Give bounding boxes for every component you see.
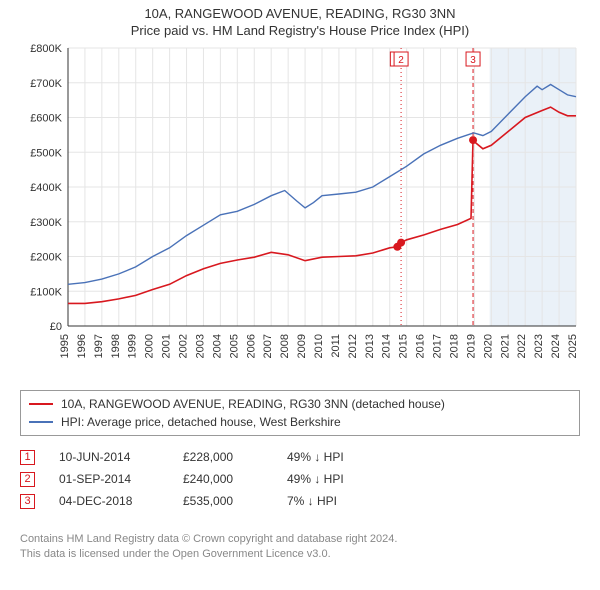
event-price: £535,000 — [183, 494, 263, 508]
x-tick-label: 2009 — [296, 334, 308, 358]
attribution-line-2: This data is licensed under the Open Gov… — [20, 547, 580, 562]
title-line-2: Price paid vs. HM Land Registry's House … — [4, 23, 596, 38]
event-point — [397, 239, 405, 247]
event-date: 04-DEC-2018 — [59, 494, 159, 508]
x-tick-label: 2017 — [432, 334, 444, 358]
attribution-line-1: Contains HM Land Registry data © Crown c… — [20, 532, 580, 547]
x-tick-label: 2021 — [499, 334, 511, 358]
x-tick-label: 2013 — [364, 334, 376, 358]
event-marker-box: 1 — [20, 450, 35, 465]
legend-swatch — [29, 421, 53, 423]
y-tick-label: £500K — [30, 147, 62, 159]
attribution: Contains HM Land Registry data © Crown c… — [20, 532, 580, 562]
y-tick-label: £700K — [30, 78, 62, 90]
legend-row: HPI: Average price, detached house, West… — [29, 413, 571, 431]
y-tick-label: £400K — [30, 182, 62, 194]
y-tick-label: £100K — [30, 286, 62, 298]
x-tick-label: 2025 — [567, 334, 579, 358]
x-tick-label: 2005 — [228, 334, 240, 358]
x-tick-label: 2022 — [516, 334, 528, 358]
y-tick-label: £800K — [30, 44, 62, 55]
event-delta: 7% ↓ HPI — [287, 494, 387, 508]
x-tick-label: 1995 — [59, 334, 71, 358]
event-table: 1 10-JUN-2014 £228,000 49% ↓ HPI 2 01-SEP-201… — [20, 446, 580, 512]
legend-label: HPI: Average price, detached house, West… — [61, 415, 341, 429]
legend: 10A, RANGEWOOD AVENUE, READING, RG30 3NN… — [20, 390, 580, 436]
x-tick-label: 2001 — [161, 334, 173, 358]
x-tick-label: 2015 — [398, 334, 410, 358]
x-tick-label: 1997 — [93, 334, 105, 358]
x-tick-label: 2003 — [194, 334, 206, 358]
x-tick-label: 2002 — [178, 334, 190, 358]
event-date: 10-JUN-2014 — [59, 450, 159, 464]
event-callout-number: 3 — [470, 55, 476, 66]
event-delta: 49% ↓ HPI — [287, 450, 387, 464]
y-tick-label: £200K — [30, 252, 62, 264]
event-row: 2 01-SEP-2014 £240,000 49% ↓ HPI — [20, 468, 580, 490]
x-tick-label: 2023 — [533, 334, 545, 358]
legend-row: 10A, RANGEWOOD AVENUE, READING, RG30 3NN… — [29, 395, 571, 413]
event-point — [469, 136, 477, 144]
y-tick-label: £300K — [30, 217, 62, 229]
x-tick-label: 2004 — [211, 334, 223, 358]
x-tick-label: 2024 — [550, 334, 562, 358]
event-row: 1 10-JUN-2014 £228,000 49% ↓ HPI — [20, 446, 580, 468]
event-price: £240,000 — [183, 472, 263, 486]
event-marker-box: 3 — [20, 494, 35, 509]
event-marker-box: 2 — [20, 472, 35, 487]
event-row: 3 04-DEC-2018 £535,000 7% ↓ HPI — [20, 490, 580, 512]
x-tick-label: 2014 — [381, 334, 393, 358]
y-tick-label: £600K — [30, 113, 62, 125]
x-tick-label: 2016 — [415, 334, 427, 358]
x-tick-label: 2011 — [330, 334, 342, 358]
event-callout-number: 2 — [398, 55, 404, 66]
event-date: 01-SEP-2014 — [59, 472, 159, 486]
x-tick-label: 2010 — [313, 334, 325, 358]
title-line-1: 10A, RANGEWOOD AVENUE, READING, RG30 3NN — [4, 6, 596, 21]
x-tick-label: 1998 — [110, 334, 122, 358]
x-tick-label: 1996 — [76, 334, 88, 358]
x-tick-label: 2000 — [144, 334, 156, 358]
x-tick-label: 2019 — [465, 334, 477, 358]
x-tick-label: 2020 — [482, 334, 494, 358]
chart-svg: £0 £100K £200K £300K £400K £500K £600K £700K £80… — [20, 44, 580, 384]
event-price: £228,000 — [183, 450, 263, 464]
legend-label: 10A, RANGEWOOD AVENUE, READING, RG30 3NN… — [61, 397, 445, 411]
y-tick-label: £0 — [50, 321, 62, 333]
x-tick-label: 2007 — [262, 334, 274, 358]
event-delta: 49% ↓ HPI — [287, 472, 387, 486]
legend-swatch — [29, 403, 53, 405]
x-tick-label: 2006 — [245, 334, 257, 358]
x-tick-label: 2012 — [347, 334, 359, 358]
chart: £0 £100K £200K £300K £400K £500K £600K £700K £80… — [20, 44, 580, 384]
x-tick-label: 2018 — [448, 334, 460, 358]
chart-titles: 10A, RANGEWOOD AVENUE, READING, RG30 3NN… — [0, 0, 600, 40]
x-tick-label: 1999 — [127, 334, 139, 358]
x-tick-label: 2008 — [279, 334, 291, 358]
